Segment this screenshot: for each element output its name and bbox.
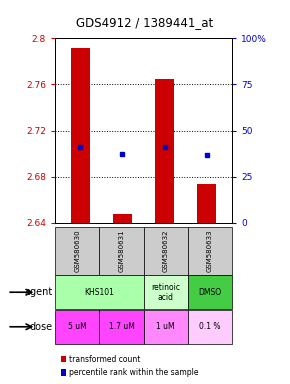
Text: GDS4912 / 1389441_at: GDS4912 / 1389441_at: [76, 16, 214, 29]
Bar: [155, 79, 174, 223]
Text: GSM580630: GSM580630: [74, 229, 80, 272]
Text: transformed count: transformed count: [69, 354, 140, 364]
Text: 5 uM: 5 uM: [68, 322, 87, 331]
Bar: [113, 214, 132, 223]
Text: agent: agent: [24, 287, 52, 297]
Text: DMSO: DMSO: [198, 288, 222, 297]
Text: dose: dose: [29, 322, 52, 332]
Text: percentile rank within the sample: percentile rank within the sample: [69, 368, 199, 377]
Text: retinoic
acid: retinoic acid: [151, 283, 180, 302]
Text: GSM580632: GSM580632: [163, 229, 169, 272]
Bar: [71, 48, 90, 223]
Text: KHS101: KHS101: [84, 288, 114, 297]
Bar: [197, 184, 216, 223]
Text: GSM580631: GSM580631: [118, 229, 124, 272]
Text: 1.7 uM: 1.7 uM: [108, 322, 134, 331]
Text: 1 uM: 1 uM: [156, 322, 175, 331]
Text: GSM580633: GSM580633: [207, 229, 213, 272]
Text: 0.1 %: 0.1 %: [199, 322, 221, 331]
